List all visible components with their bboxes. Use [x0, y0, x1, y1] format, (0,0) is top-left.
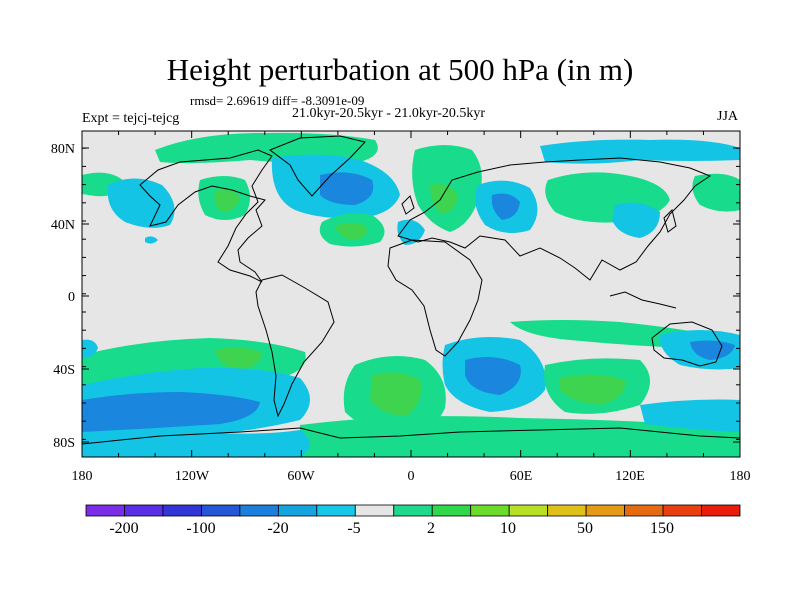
x-tick-label: 0: [408, 469, 415, 484]
colorbar-swatch: [124, 504, 164, 517]
south-pacific-blue-core: [82, 392, 260, 432]
indonesia-coast: [609, 291, 677, 309]
atlantic-green-core: [214, 189, 240, 212]
colorbar-swatch: [547, 504, 587, 517]
colorbar-swatch: [354, 504, 395, 517]
colorbar-swatch: [316, 504, 356, 517]
colorbar-swatch: [470, 504, 510, 517]
midlat-green-core: [335, 223, 367, 240]
colorbar-label: -200: [109, 520, 138, 537]
experiment-label: Expt = tejcj-tejcg: [82, 111, 180, 126]
south-atlantic-green-core: [370, 372, 422, 416]
colorbar-swatch: [162, 504, 202, 517]
y-tick-label: 0: [68, 290, 75, 305]
y-tick-label: 40S: [53, 363, 75, 378]
x-tick-label: 180: [730, 469, 751, 484]
scandinavia-green-core: [430, 183, 458, 214]
colorbar-label: 50: [577, 520, 593, 537]
south-pacific-green-core: [215, 347, 262, 370]
pacific-blue-nw: [107, 178, 175, 228]
axis-ticks: [81, 131, 741, 457]
australia-blue-core: [690, 340, 735, 360]
colorbar-swatch: [662, 504, 702, 517]
australia-coast: [651, 321, 723, 367]
period-comparison: 21.0kyr-20.5kyr - 21.0kyr-20.5kyr: [292, 106, 486, 121]
europe-blue: [397, 219, 425, 245]
colorbar-label: 150: [650, 520, 674, 537]
colorbar-swatch: [624, 504, 664, 517]
colorbar-label: 10: [500, 520, 516, 537]
colorbar-label: -5: [347, 520, 360, 537]
west-edge-blue: [82, 339, 98, 358]
rmsd-diff-stats: rmsd= 2.69619 diff= -8.3091e-09: [190, 93, 365, 108]
south-indian-green-core: [560, 374, 626, 405]
y-axis-labels: 80N 40N 0 40S 80S: [51, 142, 75, 451]
colorbar-swatch: [201, 504, 241, 517]
south-indian-blue-core: [465, 356, 521, 395]
small-blue-patch: [145, 236, 158, 244]
colorbar-swatch: [508, 504, 549, 517]
colorbar-swatch: [277, 504, 318, 517]
colorbar-label: -20: [267, 520, 288, 537]
colorbar-swatch: [239, 504, 279, 517]
x-tick-label: 120W: [175, 469, 210, 484]
y-tick-label: 40N: [51, 218, 75, 233]
colorbar-labels: -200 -100 -20 -5 2 10 50 150: [109, 520, 674, 537]
y-tick-label: 80S: [53, 436, 75, 451]
map-title: Height perturbation at 500 hPa (in m): [166, 52, 634, 87]
coastlines: [82, 135, 740, 445]
y-tick-label: 80N: [51, 142, 75, 157]
north-america-coast: [139, 149, 273, 283]
colorbar-label: -100: [186, 520, 215, 537]
antarctic-blue-east: [640, 399, 740, 432]
x-tick-label: 180: [72, 469, 93, 484]
x-axis-labels: 180 120W 60W 0 60E 120E 180: [72, 469, 751, 484]
east-asia-blue: [612, 202, 660, 238]
uk-coast: [401, 195, 415, 215]
antarctic-blue-west: [82, 430, 310, 457]
colorbar-swatch: [431, 504, 472, 517]
colorbar-swatch: [85, 504, 125, 517]
eurasia-coast: [397, 157, 712, 281]
colorbar-swatch: [701, 504, 741, 517]
colorbar-swatch: [585, 504, 625, 517]
colorbar-swatch: [393, 504, 433, 517]
x-tick-label: 60E: [510, 469, 533, 484]
japan-coast: [663, 209, 677, 233]
arctic-band-east: [540, 139, 740, 164]
north-pacific-green-east: [692, 173, 740, 212]
greenland-coast: [268, 135, 366, 197]
x-tick-label: 60W: [287, 469, 315, 484]
map-field: [82, 131, 740, 457]
season-label: JJA: [717, 109, 739, 124]
atlantic-blue-core: [320, 172, 374, 205]
south-america-coast: [255, 274, 335, 418]
siberia-blue-core: [491, 193, 520, 220]
antarctica-coast: [82, 427, 740, 445]
colorbar-label: 2: [427, 520, 435, 537]
colorbar: [85, 504, 741, 517]
africa-coast: [387, 239, 483, 357]
x-tick-label: 120E: [615, 469, 645, 484]
antarctic-green: [300, 416, 740, 457]
